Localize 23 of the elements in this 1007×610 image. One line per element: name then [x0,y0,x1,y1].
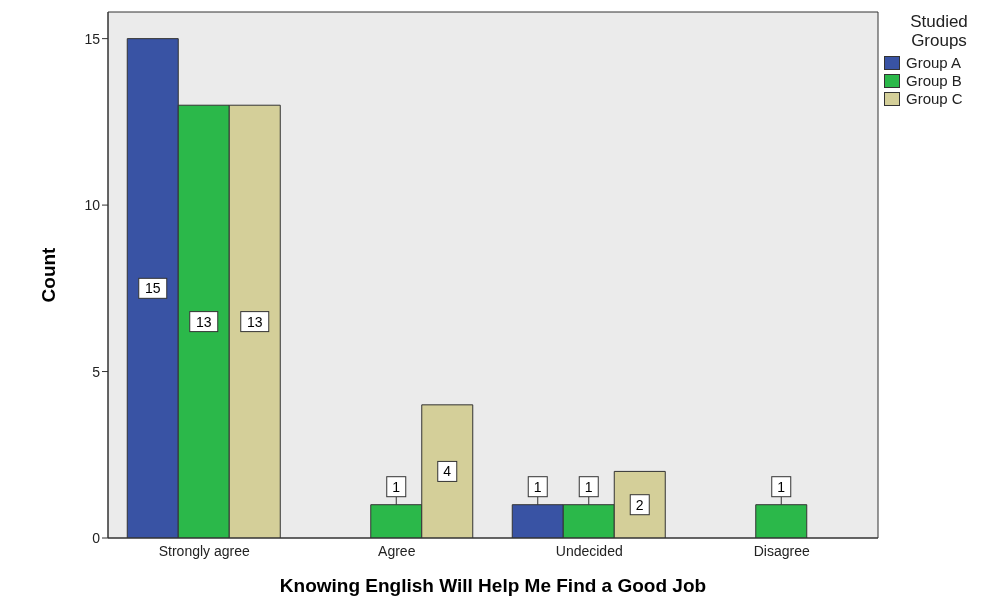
y-tick-label: 0 [92,529,101,546]
data-label: 2 [635,496,644,513]
legend-title: Studied Groups [909,12,969,50]
x-tick-label: Undecided [555,542,623,559]
y-tick-label: 10 [84,197,101,214]
legend-label: Group A [905,54,963,72]
y-tick-label: 15 [84,30,101,47]
data-label: 1 [777,478,786,495]
legend-label: Group B [905,72,963,90]
x-axis-title: Knowing English Will Help Me Find a Good Job [279,575,707,596]
x-tick-label: Strongly agree [158,542,250,559]
data-label: 1 [584,478,593,495]
data-label: 1 [533,478,542,495]
x-tick-label: Disagree [753,542,810,559]
data-label: 4 [443,463,452,480]
y-tick-label: 5 [92,363,101,380]
data-label: 13 [195,313,212,330]
x-tick-label: Agree [378,542,416,559]
data-label: 1 [392,478,401,495]
legend-label: Group C [905,90,964,108]
data-label: 13 [246,313,263,330]
data-label: 15 [144,280,161,297]
y-axis-title: Count [37,246,59,303]
